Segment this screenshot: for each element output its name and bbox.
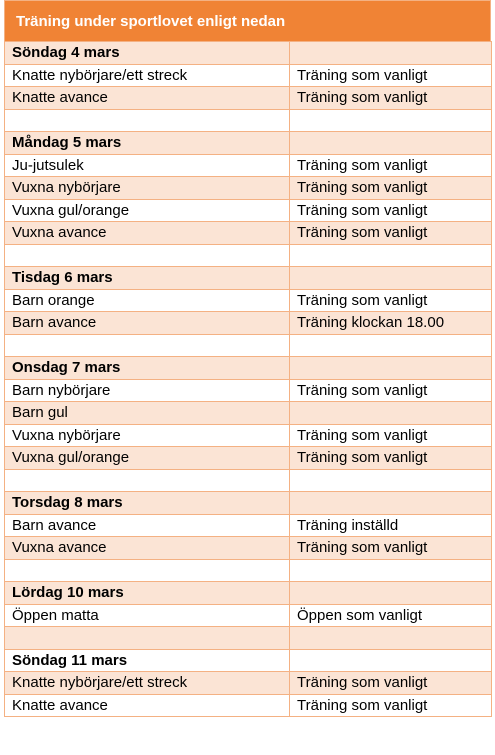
schedule-table: Söndag 4 mars Knatte nybörjare/ett streck…	[4, 41, 492, 717]
group-name-cell: Öppen matta	[4, 603, 290, 627]
status-cell: Träning som vanligt	[289, 198, 492, 222]
status-cell: Träning som vanligt	[289, 176, 492, 200]
status-cell: Träning som vanligt	[289, 423, 492, 447]
spacer-row	[4, 558, 492, 582]
group-name-cell: Barn gul	[4, 401, 290, 425]
status-cell	[289, 581, 492, 605]
spacer-row	[4, 468, 492, 492]
group-name-cell	[4, 558, 290, 582]
schedule-row: Vuxna gul/orange Träning som vanligt	[4, 446, 492, 470]
group-name-cell: Vuxna avance	[4, 536, 290, 560]
schedule-row: Knatte nybörjare/ett streck Träning som v…	[4, 671, 492, 695]
status-cell: Träning som vanligt	[289, 63, 492, 87]
day-header-row: Tisdag 6 mars	[4, 266, 492, 290]
spacer-row	[4, 626, 492, 650]
group-name-cell: Knatte nybörjare/ett streck	[4, 63, 290, 87]
status-cell	[289, 648, 492, 672]
group-name-cell: Vuxna nybörjare	[4, 176, 290, 200]
schedule-row: Barn nybörjare Träning som vanligt	[4, 378, 492, 402]
spacer-row	[4, 333, 492, 357]
schedule-row: Vuxna avance Träning som vanligt	[4, 221, 492, 245]
status-cell: Träning inställd	[289, 513, 492, 537]
group-name-cell: Vuxna nybörjare	[4, 423, 290, 447]
schedule-row: Barn avance Träning klockan 18.00	[4, 311, 492, 335]
schedule-row: Barn avance Träning inställd	[4, 513, 492, 537]
schedule-row: Vuxna nybörjare Träning som vanligt	[4, 423, 492, 447]
spacer-row	[4, 243, 492, 267]
day-header-row: Söndag 11 mars	[4, 648, 492, 672]
group-name-cell: Barn avance	[4, 311, 290, 335]
status-cell: Träning som vanligt	[289, 693, 492, 717]
status-cell	[289, 468, 492, 492]
group-name-cell: Barn nybörjare	[4, 378, 290, 402]
day-header-row: Måndag 5 mars	[4, 131, 492, 155]
day-label: Torsdag 8 mars	[4, 491, 290, 515]
status-cell: Träning som vanligt	[289, 221, 492, 245]
schedule-row: Vuxna avance Träning som vanligt	[4, 536, 492, 560]
schedule-row: Barn orange Träning som vanligt	[4, 288, 492, 312]
status-cell: Träning som vanligt	[289, 153, 492, 177]
schedule-row: Knatte nybörjare/ett streck Träning som v…	[4, 63, 492, 87]
day-header-row: Torsdag 8 mars	[4, 491, 492, 515]
group-name-cell: Barn orange	[4, 288, 290, 312]
status-cell: Träning som vanligt	[289, 671, 492, 695]
schedule-row: Knatte avance Träning som vanligt	[4, 86, 492, 110]
day-label: Söndag 11 mars	[4, 648, 290, 672]
status-cell	[289, 131, 492, 155]
schedule-row: Barn gul	[4, 401, 492, 425]
status-cell	[289, 626, 492, 650]
spacer-row	[4, 108, 492, 132]
status-cell: Träning som vanligt	[289, 86, 492, 110]
status-cell	[289, 356, 492, 380]
status-cell: Öppen som vanligt	[289, 603, 492, 627]
schedule-row: Knatte avance Träning som vanligt	[4, 693, 492, 717]
schedule-row: Vuxna nybörjare Träning som vanligt	[4, 176, 492, 200]
group-name-cell: Ju-jutsulek	[4, 153, 290, 177]
group-name-cell	[4, 243, 290, 267]
group-name-cell	[4, 468, 290, 492]
day-label: Måndag 5 mars	[4, 131, 290, 155]
status-cell	[289, 558, 492, 582]
status-cell	[289, 41, 492, 65]
schedule-row: Vuxna gul/orange Träning som vanligt	[4, 198, 492, 222]
status-cell: Träning som vanligt	[289, 536, 492, 560]
day-header-row: Söndag 4 mars	[4, 41, 492, 65]
schedule-title: Träning under sportlovet enligt nedan	[4, 0, 491, 41]
schedule-row: Öppen matta Öppen som vanligt	[4, 603, 492, 627]
day-header-row: Onsdag 7 mars	[4, 356, 492, 380]
status-cell: Träning som vanligt	[289, 288, 492, 312]
schedule-body: Söndag 4 mars Knatte nybörjare/ett streck…	[4, 41, 492, 717]
group-name-cell	[4, 626, 290, 650]
group-name-cell: Barn avance	[4, 513, 290, 537]
group-name-cell: Vuxna gul/orange	[4, 198, 290, 222]
day-label: Lördag 10 mars	[4, 581, 290, 605]
group-name-cell: Knatte avance	[4, 86, 290, 110]
group-name-cell	[4, 108, 290, 132]
group-name-cell: Vuxna avance	[4, 221, 290, 245]
schedule-row: Ju-jutsulek Träning som vanligt	[4, 153, 492, 177]
day-label: Tisdag 6 mars	[4, 266, 290, 290]
day-label: Söndag 4 mars	[4, 41, 290, 65]
status-cell	[289, 243, 492, 267]
status-cell: Träning som vanligt	[289, 378, 492, 402]
status-cell	[289, 401, 492, 425]
status-cell	[289, 333, 492, 357]
status-cell	[289, 266, 492, 290]
status-cell: Träning klockan 18.00	[289, 311, 492, 335]
group-name-cell	[4, 333, 290, 357]
status-cell	[289, 108, 492, 132]
group-name-cell: Knatte avance	[4, 693, 290, 717]
day-header-row: Lördag 10 mars	[4, 581, 492, 605]
group-name-cell: Knatte nybörjare/ett streck	[4, 671, 290, 695]
day-label: Onsdag 7 mars	[4, 356, 290, 380]
status-cell	[289, 491, 492, 515]
status-cell: Träning som vanligt	[289, 446, 492, 470]
group-name-cell: Vuxna gul/orange	[4, 446, 290, 470]
